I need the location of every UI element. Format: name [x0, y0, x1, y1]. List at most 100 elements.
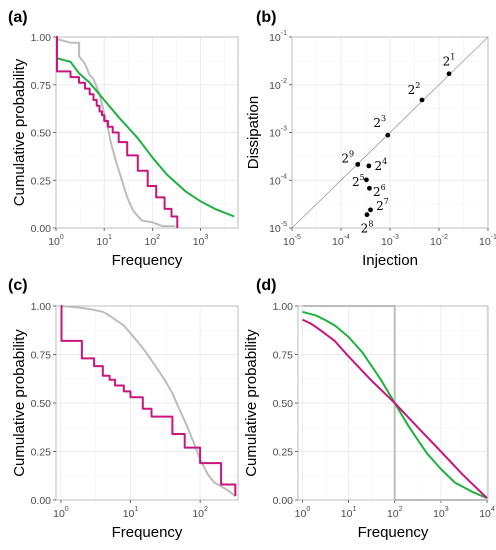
- x-tick-label: 100: [48, 234, 64, 248]
- y-tick-label: 0.25: [273, 447, 294, 459]
- y-tick-label: 0.00: [31, 495, 52, 507]
- series-line-magenta: [56, 36, 179, 228]
- x-tick-label: 102: [192, 506, 208, 520]
- x-tick-label-base: 10: [430, 236, 442, 248]
- point-label: 28: [361, 220, 374, 236]
- x-tick-label-exponent: 4: [491, 506, 495, 513]
- point-label: 26: [373, 183, 386, 199]
- x-tick-label: 100: [295, 506, 311, 520]
- x-tick-label: 104: [479, 506, 495, 520]
- point-label-base: 2: [374, 159, 382, 173]
- x-tick-label-exponent: -2: [442, 234, 448, 241]
- x-tick-label-exponent: -4: [344, 234, 350, 241]
- y-axis-title: Cumulative probability: [11, 58, 28, 206]
- y-tick-label: 0.75: [31, 350, 52, 362]
- x-tick-label-base: 10: [341, 508, 353, 520]
- x-tick-label-base: 10: [48, 236, 60, 248]
- point-label-exponent: 4: [382, 157, 387, 166]
- x-tick-label-base: 10: [295, 508, 307, 520]
- y-tick-label: 10-3: [269, 126, 287, 140]
- x-tick-label-base: 10: [283, 236, 295, 248]
- y-tick-label: 10-1: [269, 30, 287, 44]
- x-tick-label: 101: [341, 506, 357, 520]
- panel-label: (c): [8, 277, 28, 294]
- point-label-base: 2: [443, 55, 451, 69]
- point-label-base: 2: [408, 83, 416, 97]
- y-tick-label-base: 10: [269, 32, 281, 44]
- panel-label: (b): [256, 9, 276, 26]
- point-label: 25: [352, 173, 365, 189]
- x-tick-label: 101: [123, 506, 139, 520]
- x-tick-label-base: 10: [433, 508, 445, 520]
- series-line-green: [302, 310, 488, 500]
- x-tick-label: 100: [53, 506, 69, 520]
- y-tick-label-base: 10: [269, 128, 281, 140]
- x-tick-label-exponent: 1: [352, 506, 356, 513]
- point-label-exponent: 7: [384, 197, 389, 206]
- x-axis-title: Injection: [362, 252, 418, 269]
- y-tick-label-base: 10: [269, 175, 281, 187]
- y-tick-label: 0.75: [273, 350, 294, 362]
- x-tick-label-exponent: 0: [306, 506, 310, 513]
- point-label-base: 2: [373, 185, 381, 199]
- series-line-magenta: [302, 318, 488, 499]
- x-tick-label: 102: [145, 234, 161, 248]
- x-tick-label-exponent: 1: [134, 506, 138, 513]
- data-point: [364, 212, 370, 218]
- point-label-base: 2: [376, 199, 384, 213]
- y-axis-title: Cumulative probability: [243, 329, 260, 477]
- x-tick-label-base: 10: [53, 508, 65, 520]
- x-tick-label: 103: [433, 506, 449, 520]
- x-tick-label: 10-5: [283, 234, 301, 248]
- series-line-gray: [60, 305, 236, 497]
- series-line-gray: [55, 37, 176, 228]
- data-point: [368, 207, 373, 213]
- data-point: [419, 97, 425, 103]
- y-tick-label: 0.50: [273, 398, 294, 410]
- point-label-exponent: 9: [349, 149, 354, 158]
- x-tick-label-base: 10: [145, 236, 157, 248]
- x-axis-title: Frequency: [112, 524, 183, 541]
- series-line-magenta: [60, 305, 237, 497]
- y-tick-label-exponent: -3: [281, 126, 287, 133]
- x-tick-label-base: 10: [479, 236, 491, 248]
- data-point: [446, 71, 452, 77]
- point-label-exponent: 5: [360, 173, 365, 182]
- x-tick-label-exponent: -1: [491, 234, 496, 241]
- x-tick-label-base: 10: [381, 236, 393, 248]
- data-point: [366, 163, 372, 169]
- data-point: [355, 161, 361, 167]
- y-tick-label-exponent: -1: [281, 30, 287, 37]
- point-label: 23: [373, 114, 386, 130]
- y-axis-title: Dissipation: [245, 96, 262, 169]
- point-label: 27: [376, 197, 389, 213]
- y-tick-label: 0.00: [273, 495, 294, 507]
- point-label-exponent: 2: [415, 81, 420, 90]
- data-point: [364, 177, 369, 183]
- point-label-exponent: 1: [450, 53, 455, 62]
- x-tick-label-base: 10: [479, 508, 491, 520]
- point-label-base: 2: [361, 222, 369, 236]
- point-label-exponent: 8: [368, 220, 373, 229]
- x-tick-label: 10-3: [381, 234, 399, 248]
- x-axis-title: Frequency: [112, 252, 183, 269]
- x-tick-label-exponent: -3: [393, 234, 399, 241]
- y-tick-label: 0.50: [31, 398, 52, 410]
- x-tick-label-base: 10: [193, 236, 205, 248]
- x-tick-label: 10-4: [332, 234, 350, 248]
- series-line-green: [55, 57, 235, 218]
- x-tick-label-base: 10: [332, 236, 344, 248]
- x-tick-label-base: 10: [192, 508, 204, 520]
- y-tick-label: 1.00: [31, 32, 52, 44]
- identity-reference-line: [291, 36, 489, 229]
- panel-c: (c)100 101 1020.000.250.500.751.00Frequenc…: [8, 277, 239, 541]
- x-tick-label-exponent: 2: [399, 506, 403, 513]
- point-label: 22: [408, 81, 421, 97]
- y-tick-label: 1.00: [273, 301, 294, 313]
- y-tick-label: 1.00: [31, 301, 52, 313]
- point-label-base: 2: [352, 175, 360, 189]
- x-tick-label-exponent: 2: [204, 506, 208, 513]
- x-tick-label-exponent: 3: [445, 506, 449, 513]
- y-tick-label: 0.00: [31, 223, 52, 235]
- y-tick-label: 0.75: [31, 80, 52, 92]
